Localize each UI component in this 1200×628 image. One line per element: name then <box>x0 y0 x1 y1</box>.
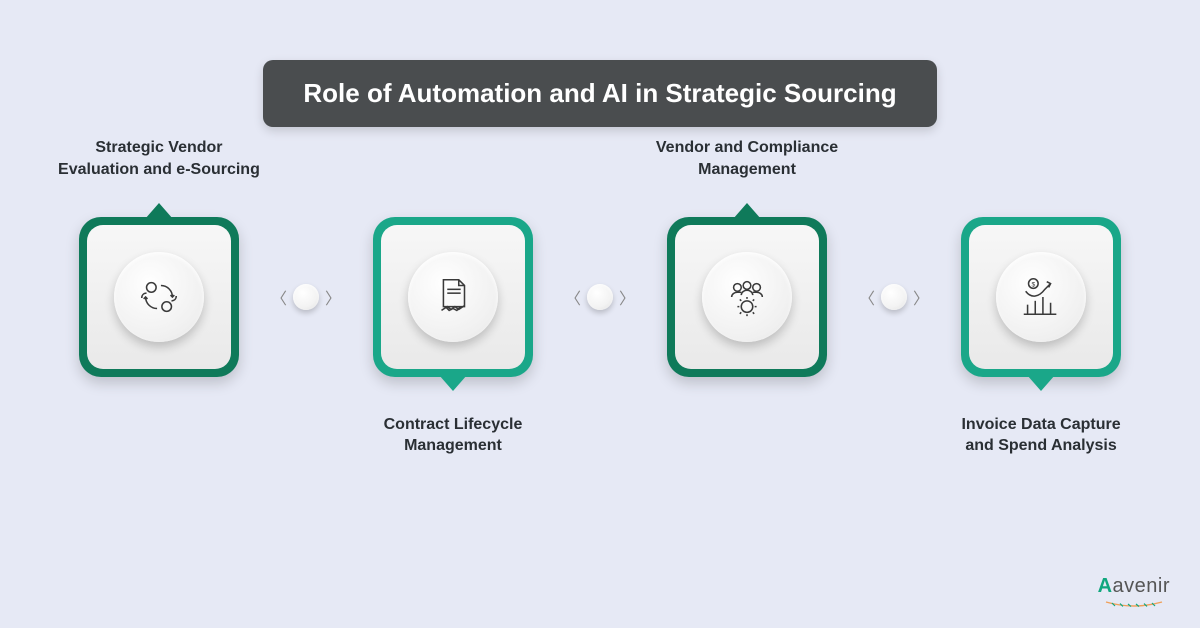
logo-text: Aavenir <box>1098 575 1170 598</box>
step-vendor-evaluation: Strategic VendorEvaluation and e-Sourcin… <box>59 217 259 377</box>
logo-accent-letter: A <box>1098 575 1113 597</box>
step-vendor-compliance: Vendor and ComplianceManagement <box>647 217 847 377</box>
connector: 〈〉 <box>859 284 929 310</box>
chevron-left-icon: 〈 <box>271 285 287 309</box>
connector-dot <box>293 284 319 310</box>
chevron-left-icon: 〈 <box>859 285 875 309</box>
card-pointer-icon <box>733 203 761 219</box>
card-inner: $ <box>969 225 1113 369</box>
chevron-right-icon: 〉 <box>913 285 929 309</box>
svg-text:$: $ <box>1032 281 1036 288</box>
step-label: Contract LifecycleManagement <box>343 414 563 457</box>
step-label: Invoice Data Captureand Spend Analysis <box>931 414 1151 457</box>
connector: 〈〉 <box>565 284 635 310</box>
team-gear-icon <box>702 252 792 342</box>
step-card <box>667 217 827 377</box>
spend-chart-icon: $ <box>996 252 1086 342</box>
step-label: Strategic VendorEvaluation and e-Sourcin… <box>49 137 269 180</box>
card-inner <box>87 225 231 369</box>
contract-handshake-icon <box>408 252 498 342</box>
card-inner <box>381 225 525 369</box>
step-card <box>79 217 239 377</box>
connector: 〈〉 <box>271 284 341 310</box>
logo-arc-icon <box>1104 600 1164 608</box>
step-label: Vendor and ComplianceManagement <box>637 137 857 180</box>
connector-dot <box>881 284 907 310</box>
chevron-left-icon: 〈 <box>565 285 581 309</box>
connector-dot <box>587 284 613 310</box>
step-card: $ <box>961 217 1121 377</box>
card-pointer-icon <box>145 203 173 219</box>
step-contract-lifecycle: Contract LifecycleManagement <box>353 217 553 377</box>
step-invoice-spend: Invoice Data Captureand Spend Analysis$ <box>941 217 1141 377</box>
chevron-right-icon: 〉 <box>325 285 341 309</box>
steps-row: Strategic VendorEvaluation and e-Sourcin… <box>59 217 1141 377</box>
step-card <box>373 217 533 377</box>
logo-rest: avenir <box>1113 575 1170 597</box>
card-inner <box>675 225 819 369</box>
brand-logo: Aavenir <box>1098 575 1170 608</box>
card-pointer-icon <box>1027 375 1055 391</box>
card-pointer-icon <box>439 375 467 391</box>
title-text: Role of Automation and AI in Strategic S… <box>303 78 896 108</box>
chevron-right-icon: 〉 <box>619 285 635 309</box>
people-exchange-icon <box>114 252 204 342</box>
title-banner: Role of Automation and AI in Strategic S… <box>263 60 936 127</box>
infographic-canvas: Role of Automation and AI in Strategic S… <box>0 0 1200 628</box>
